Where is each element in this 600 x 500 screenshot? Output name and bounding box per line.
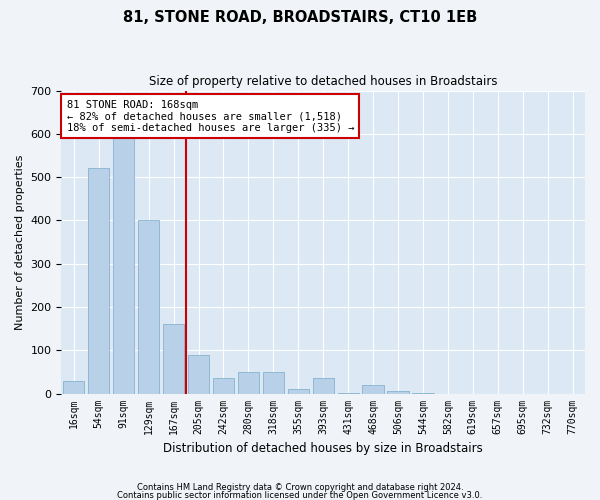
Text: 81 STONE ROAD: 168sqm
← 82% of detached houses are smaller (1,518)
18% of semi-d: 81 STONE ROAD: 168sqm ← 82% of detached …	[67, 100, 354, 133]
X-axis label: Distribution of detached houses by size in Broadstairs: Distribution of detached houses by size …	[163, 442, 483, 455]
Y-axis label: Number of detached properties: Number of detached properties	[15, 154, 25, 330]
Bar	[362, 385, 383, 394]
Bar	[287, 389, 309, 394]
Title: Size of property relative to detached houses in Broadstairs: Size of property relative to detached ho…	[149, 75, 497, 88]
Bar	[213, 378, 234, 394]
Bar	[263, 372, 284, 394]
Bar	[238, 372, 259, 394]
Bar	[138, 220, 159, 394]
Bar	[88, 168, 109, 394]
Bar	[338, 392, 359, 394]
Bar	[412, 392, 434, 394]
Bar	[313, 378, 334, 394]
Bar	[63, 380, 85, 394]
Text: Contains HM Land Registry data © Crown copyright and database right 2024.: Contains HM Land Registry data © Crown c…	[137, 484, 463, 492]
Text: Contains public sector information licensed under the Open Government Licence v3: Contains public sector information licen…	[118, 490, 482, 500]
Bar	[113, 138, 134, 394]
Text: 81, STONE ROAD, BROADSTAIRS, CT10 1EB: 81, STONE ROAD, BROADSTAIRS, CT10 1EB	[123, 10, 477, 25]
Bar	[388, 392, 409, 394]
Bar	[188, 354, 209, 394]
Bar	[163, 324, 184, 394]
